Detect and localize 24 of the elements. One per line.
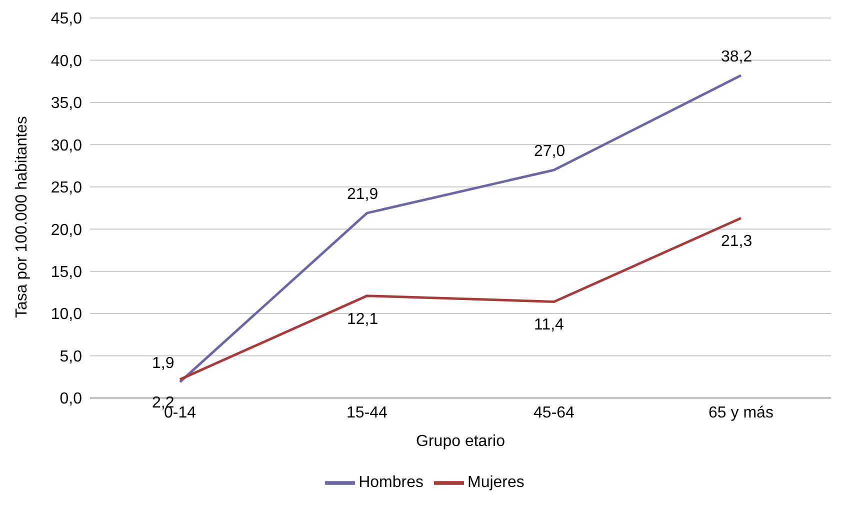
data-label: 27,0	[534, 143, 566, 160]
y-tick-label: 10,0	[50, 306, 82, 324]
y-tick-label: 5,0	[60, 348, 82, 366]
legend-label: Mujeres	[468, 474, 524, 492]
data-label: 11,4	[534, 316, 564, 334]
x-tick-label: 15-44	[346, 404, 388, 422]
data-label: 21,9	[347, 186, 378, 204]
legend-label: Hombres	[358, 474, 424, 492]
data-label: 38,2	[721, 48, 752, 66]
data-label: 12,1	[347, 310, 378, 328]
y-tick-label: 40,0	[50, 52, 82, 70]
y-tick-label: 30,0	[50, 137, 82, 154]
y-tick-label: 45,0	[50, 10, 82, 28]
y-axis-title: Tasa por 100.000 habitantes	[14, 116, 31, 318]
x-tick-label: 65 y más	[708, 404, 774, 422]
x-axis-title: Grupo etario	[416, 433, 506, 450]
y-tick-label: 15,0	[50, 264, 82, 282]
y-tick-label: 25,0	[50, 180, 82, 197]
y-tick-label: 0,0	[60, 390, 82, 408]
x-tick-label: 45-64	[534, 404, 575, 422]
y-tick-label: 20,0	[50, 222, 82, 239]
y-tick-label: 35,0	[50, 95, 82, 112]
data-label: 21,3	[721, 233, 752, 250]
data-label: 1,9	[152, 354, 174, 372]
